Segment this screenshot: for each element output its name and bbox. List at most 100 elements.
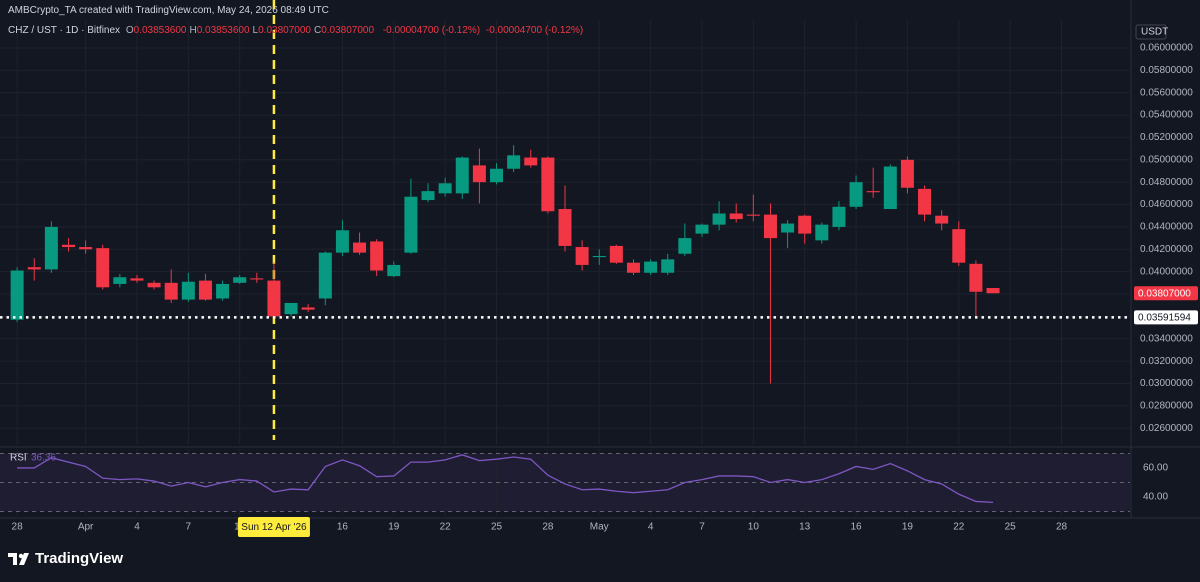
x-tick-label: 4 bbox=[134, 522, 140, 533]
x-tick-label: 25 bbox=[491, 522, 503, 533]
x-tick-label: 10 bbox=[748, 522, 760, 533]
x-tick-label: 25 bbox=[1005, 522, 1017, 533]
candle-body bbox=[404, 196, 418, 253]
legend-value: 0.03853600 bbox=[196, 25, 250, 36]
candle-body bbox=[781, 223, 795, 233]
currency: USDT bbox=[1141, 27, 1168, 38]
rsi-value: 36.36 bbox=[31, 453, 56, 464]
candle-body bbox=[353, 242, 367, 253]
candle-body bbox=[644, 261, 658, 273]
legend-value: 0.03853600 bbox=[133, 25, 187, 36]
candle-body bbox=[541, 157, 555, 212]
candle-body bbox=[832, 206, 846, 227]
y-tick-label: 0.06000000 bbox=[1140, 43, 1193, 54]
candle-body bbox=[198, 280, 212, 300]
candle-body bbox=[918, 188, 932, 215]
candle-body bbox=[490, 168, 504, 183]
y-tick-label: 0.05000000 bbox=[1140, 154, 1193, 165]
y-tick-label: 0.04600000 bbox=[1140, 199, 1193, 210]
x-tick-label: 28 bbox=[1056, 522, 1068, 533]
x-tick-label: 22 bbox=[440, 522, 452, 533]
candle-body bbox=[849, 182, 863, 207]
candle-body bbox=[935, 215, 949, 224]
brand: TradingView bbox=[35, 550, 124, 567]
y-tick-label: 0.03000000 bbox=[1140, 378, 1193, 389]
price-label: 0.03591594 bbox=[1138, 312, 1191, 323]
legend-key: C bbox=[313, 25, 322, 36]
candle-body bbox=[661, 259, 675, 273]
candle-body bbox=[626, 262, 640, 273]
y-tick-label: 0.03200000 bbox=[1140, 356, 1193, 367]
legend-value: 0.03807000 bbox=[258, 25, 311, 36]
x-tick-label: 19 bbox=[902, 522, 914, 533]
price-label-box bbox=[1134, 310, 1198, 325]
candle-body bbox=[181, 281, 195, 300]
symbol: CHZ / UST · 1D · Bitfinex bbox=[8, 25, 121, 36]
y-tick-label: 0.04400000 bbox=[1140, 222, 1193, 233]
candle-body bbox=[524, 157, 538, 166]
y-tick-label: 0.05600000 bbox=[1140, 87, 1193, 98]
candle-body bbox=[216, 283, 230, 299]
candle-body bbox=[250, 278, 264, 280]
credit: AMBCrypto_TA created with TradingView.co… bbox=[8, 5, 329, 16]
candle-body bbox=[883, 166, 897, 210]
candle-body bbox=[986, 288, 1000, 294]
x-tick-label: 28 bbox=[542, 522, 554, 533]
candle-body bbox=[558, 209, 572, 246]
legend-key: O bbox=[125, 25, 134, 36]
candle-body bbox=[96, 248, 110, 288]
candle-body bbox=[866, 191, 880, 193]
candle-body bbox=[79, 247, 93, 250]
rsi-name: RSI bbox=[10, 453, 27, 464]
x-tick-label: 7 bbox=[699, 522, 705, 533]
candle-body bbox=[27, 267, 41, 270]
footer: TradingView bbox=[8, 550, 123, 567]
y-tick-label: 0.05800000 bbox=[1140, 65, 1193, 76]
y-tick-label: 0.05400000 bbox=[1140, 110, 1193, 121]
y-tick-label: 0.02800000 bbox=[1140, 400, 1193, 411]
candle-body bbox=[712, 213, 726, 225]
x-tick-label: 16 bbox=[337, 522, 349, 533]
rsi-line bbox=[17, 454, 994, 504]
legend-key: H bbox=[189, 25, 197, 36]
candle-body bbox=[952, 229, 966, 263]
candle-body bbox=[695, 224, 709, 234]
candle-body bbox=[301, 307, 315, 310]
y-tick-label: 0.02600000 bbox=[1140, 423, 1193, 434]
rsi-tick-label: 60.00 bbox=[1143, 463, 1168, 474]
y-tick-label: 0.03400000 bbox=[1140, 333, 1193, 344]
x-tick-label: 22 bbox=[953, 522, 965, 533]
candle-body bbox=[61, 244, 75, 248]
price-label: 0.03807000 bbox=[1138, 288, 1191, 299]
candle-body bbox=[370, 241, 384, 271]
candle-body bbox=[335, 230, 349, 253]
candle-body bbox=[147, 282, 161, 288]
legend-value: 0.03807000 bbox=[321, 25, 375, 36]
candle-body bbox=[729, 213, 743, 220]
candle-body bbox=[318, 252, 332, 299]
candle-body bbox=[609, 245, 623, 263]
legend-key: L bbox=[252, 25, 259, 36]
candle-body bbox=[284, 302, 298, 315]
candle-body bbox=[421, 191, 435, 201]
x-tick-label: 16 bbox=[850, 522, 862, 533]
candle-body bbox=[507, 155, 521, 169]
marker-label: Sun 12 Apr '26 bbox=[241, 522, 307, 533]
y-tick-label: 0.05200000 bbox=[1140, 132, 1193, 143]
marker-label-box bbox=[237, 517, 310, 537]
candle-body bbox=[267, 280, 281, 317]
currency-box bbox=[1135, 24, 1167, 40]
candle-body bbox=[815, 224, 829, 241]
candle-body bbox=[746, 214, 760, 216]
x-tick-label: Apr bbox=[78, 522, 94, 533]
candle-body bbox=[798, 215, 812, 234]
candle-body bbox=[592, 255, 606, 258]
candle-body bbox=[763, 214, 777, 239]
candle-body bbox=[44, 226, 58, 270]
y-tick-label: 0.04000000 bbox=[1140, 266, 1193, 277]
candle-body bbox=[164, 282, 178, 300]
rsi-tick-label: 40.00 bbox=[1143, 492, 1168, 503]
ohlc: O0.03853600 H0.03853600 L0.03807000 C0.0380… bbox=[126, 25, 377, 36]
